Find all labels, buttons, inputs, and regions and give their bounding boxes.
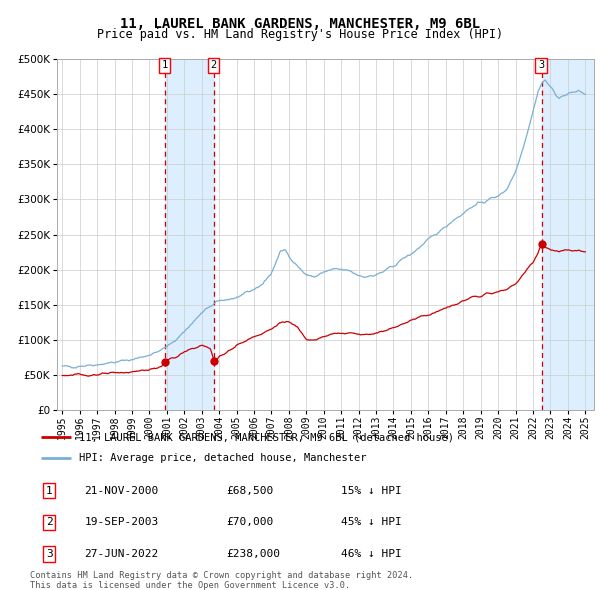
Text: 11, LAUREL BANK GARDENS, MANCHESTER, M9 6BL: 11, LAUREL BANK GARDENS, MANCHESTER, M9 … (120, 17, 480, 31)
Bar (165, 59, 214, 410)
Text: 27-JUN-2022: 27-JUN-2022 (85, 549, 159, 559)
Text: 2: 2 (46, 517, 52, 527)
Text: 2: 2 (211, 60, 217, 70)
Text: 3: 3 (46, 549, 52, 559)
Text: Price paid vs. HM Land Registry's House Price Index (HPI): Price paid vs. HM Land Registry's House … (97, 28, 503, 41)
Text: 15% ↓ HPI: 15% ↓ HPI (341, 486, 402, 496)
Text: 1: 1 (161, 60, 167, 70)
Text: 21-NOV-2000: 21-NOV-2000 (85, 486, 159, 496)
Text: 45% ↓ HPI: 45% ↓ HPI (341, 517, 402, 527)
Text: £238,000: £238,000 (227, 549, 281, 559)
Text: HPI: Average price, detached house, Manchester: HPI: Average price, detached house, Manc… (79, 453, 367, 463)
Text: Contains HM Land Registry data © Crown copyright and database right 2024.: Contains HM Land Registry data © Crown c… (30, 571, 413, 580)
Text: £70,000: £70,000 (227, 517, 274, 527)
Text: 11, LAUREL BANK GARDENS, MANCHESTER, M9 6BL (detached house): 11, LAUREL BANK GARDENS, MANCHESTER, M9 … (79, 432, 454, 442)
Text: This data is licensed under the Open Government Licence v3.0.: This data is licensed under the Open Gov… (30, 581, 350, 589)
Text: 46% ↓ HPI: 46% ↓ HPI (341, 549, 402, 559)
Text: £68,500: £68,500 (227, 486, 274, 496)
Text: 19-SEP-2003: 19-SEP-2003 (85, 517, 159, 527)
Text: 1: 1 (46, 486, 52, 496)
Bar (542, 59, 594, 410)
Text: 3: 3 (538, 60, 544, 70)
